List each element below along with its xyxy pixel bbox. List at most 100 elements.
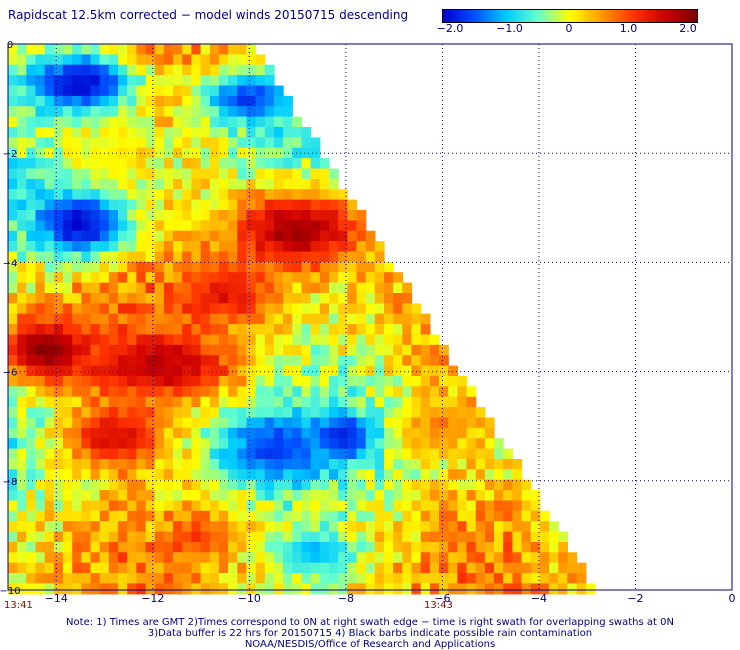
- heatmap-cell: [329, 303, 339, 315]
- heatmap-cell: [99, 417, 110, 429]
- heatmap-cell: [338, 427, 348, 439]
- heatmap-cell: [53, 137, 64, 149]
- heatmap-cell: [218, 293, 229, 304]
- heatmap-cell: [402, 500, 413, 512]
- heatmap-cell: [384, 282, 394, 294]
- heatmap-cell: [53, 272, 64, 284]
- heatmap-cell: [72, 355, 82, 367]
- heatmap-cell: [310, 282, 321, 294]
- heatmap-cell: [365, 396, 376, 408]
- heatmap-cell: [90, 282, 101, 294]
- heatmap-cell: [264, 127, 275, 138]
- heatmap-cell: [273, 427, 284, 439]
- heatmap-cell: [264, 542, 275, 553]
- heatmap-cell: [173, 147, 183, 159]
- heatmap-cell: [200, 75, 211, 87]
- heatmap-cell: [136, 583, 147, 595]
- heatmap-cell: [200, 542, 211, 553]
- heatmap-cell: [145, 448, 156, 460]
- heatmap-cell: [72, 490, 82, 502]
- heatmap-cell: [411, 521, 422, 533]
- heatmap-cell: [448, 376, 458, 387]
- heatmap-cell: [292, 552, 303, 564]
- heatmap-cell: [237, 54, 248, 66]
- heatmap-cell: [503, 459, 513, 470]
- heatmap-cell: [283, 542, 293, 553]
- heatmap-cell: [283, 210, 293, 221]
- heatmap-cell: [145, 220, 156, 232]
- heatmap-cell: [44, 127, 55, 138]
- heatmap-cell: [209, 376, 220, 387]
- heatmap-cell: [154, 438, 165, 450]
- heatmap-cell: [384, 469, 394, 481]
- heatmap-cell: [338, 448, 348, 460]
- heatmap-cell: [310, 137, 321, 149]
- heatmap-cell: [429, 459, 440, 470]
- heatmap-cell: [292, 230, 303, 242]
- heatmap-cell: [292, 334, 303, 346]
- heatmap-cell: [301, 386, 312, 398]
- heatmap-cell: [448, 552, 458, 564]
- heatmap-cell: [466, 448, 477, 460]
- heatmap-cell: [494, 459, 504, 470]
- heatmap-cell: [17, 573, 27, 585]
- heatmap-cell: [429, 521, 440, 533]
- heatmap-cell: [53, 479, 64, 491]
- heatmap-cell: [503, 510, 513, 522]
- heatmap-cell: [99, 562, 110, 574]
- heatmap-cell: [218, 178, 229, 190]
- heatmap-cell: [81, 127, 92, 138]
- heatmap-cell: [292, 469, 303, 481]
- heatmap-cell: [63, 376, 73, 387]
- heatmap-cell: [8, 44, 18, 55]
- x-tick-label: −10: [238, 592, 261, 605]
- heatmap-cell: [200, 116, 211, 128]
- heatmap-cell: [347, 531, 358, 543]
- heatmap-cell: [402, 427, 413, 439]
- heatmap-cell: [191, 376, 202, 387]
- heatmap-cell: [319, 199, 330, 211]
- heatmap-cell: [356, 521, 367, 533]
- heatmap-cell: [145, 261, 156, 273]
- heatmap-cell: [182, 324, 192, 336]
- heatmap-cell: [90, 324, 101, 336]
- heatmap-cell: [228, 562, 238, 574]
- heatmap-cell: [347, 272, 358, 284]
- heatmap-cell: [53, 334, 64, 346]
- heatmap-cell: [163, 510, 174, 522]
- heatmap-cell: [63, 459, 73, 470]
- heatmap-cell: [439, 438, 449, 450]
- heatmap-cell: [163, 552, 174, 564]
- heatmap-cell: [429, 376, 440, 387]
- heatmap-cell: [393, 293, 403, 304]
- heatmap-cell: [576, 583, 587, 595]
- heatmap-cell: [246, 85, 257, 97]
- heatmap-cell: [209, 178, 220, 190]
- heatmap-cell: [26, 490, 37, 502]
- heatmap-cell: [191, 552, 202, 564]
- heatmap-cell: [273, 158, 284, 170]
- heatmap-cell: [273, 199, 284, 211]
- heatmap-cell: [63, 417, 73, 429]
- heatmap-cell: [319, 510, 330, 522]
- heatmap-cell: [411, 469, 422, 481]
- heatmap-cell: [393, 427, 403, 439]
- heatmap-cell: [503, 531, 513, 543]
- heatmap-cell: [319, 261, 330, 273]
- heatmap-cell: [283, 479, 293, 491]
- heatmap-cell: [72, 479, 82, 491]
- heatmap-cell: [273, 459, 284, 470]
- heatmap-cell: [246, 282, 257, 294]
- heatmap-cell: [374, 469, 385, 481]
- heatmap-cell: [420, 334, 431, 346]
- heatmap-cell: [310, 355, 321, 367]
- heatmap-cell: [200, 448, 211, 460]
- heatmap-cell: [466, 479, 477, 491]
- heatmap-cell: [558, 562, 568, 574]
- heatmap-cell: [63, 251, 73, 263]
- heatmap-cell: [118, 168, 128, 180]
- heatmap-cell: [44, 490, 55, 502]
- heatmap-cell: [63, 313, 73, 325]
- heatmap-cell: [228, 44, 238, 55]
- heatmap-cell: [292, 282, 303, 294]
